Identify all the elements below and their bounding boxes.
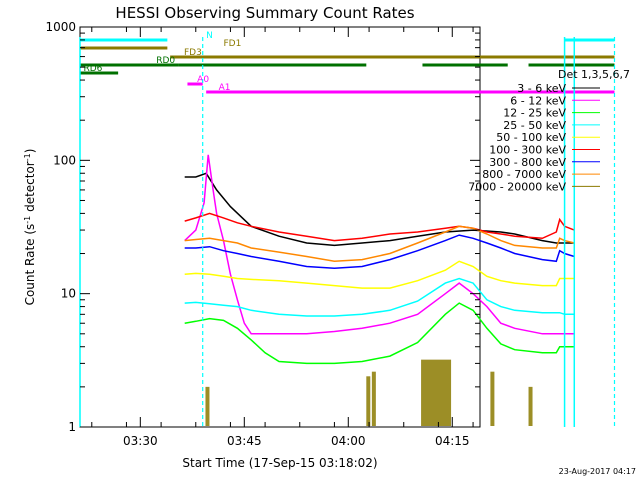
series-line bbox=[184, 225, 575, 263]
high-energy-block bbox=[205, 386, 210, 426]
x-axis-label: Start Time (17-Sep-15 03:18:02) bbox=[182, 456, 377, 470]
y-axis-label: Count Rate (s-1 detector-1) bbox=[23, 149, 38, 306]
footer-timestamp: 23-Aug-2017 04:17 bbox=[559, 467, 636, 476]
x-tick-label: 03:30 bbox=[123, 434, 158, 448]
y-tick-label: 1 bbox=[68, 420, 76, 434]
legend-entry-label: 100 - 300 keV bbox=[489, 144, 566, 157]
legend-entry-label: 3 - 6 keV bbox=[517, 82, 566, 95]
x-axis-ticks: 03:30 03:45 04:00 04:15 bbox=[91, 27, 474, 448]
x-tick-label: 04:15 bbox=[435, 434, 470, 448]
chart-title: HESSI Observing Summary Count Rates bbox=[115, 4, 414, 22]
y-axis-label-mid: detector bbox=[23, 161, 37, 216]
legend-entry-label: 25 - 50 keV bbox=[503, 119, 566, 132]
time-markers bbox=[79, 37, 616, 427]
series-layer bbox=[184, 154, 575, 426]
high-energy-block bbox=[528, 386, 533, 426]
y-axis-ticks: 1 10 100 1000 bbox=[45, 20, 480, 434]
flag-label: N bbox=[206, 31, 213, 41]
legend-entry-label: 800 - 7000 keV bbox=[482, 168, 566, 181]
flag-label: FD3 bbox=[184, 48, 202, 58]
series-line bbox=[184, 234, 575, 270]
legend-entry-label: 6 - 12 keV bbox=[510, 94, 566, 107]
y-axis-label-main: Count Rate (s bbox=[23, 224, 37, 306]
y-tick-label: 100 bbox=[53, 153, 76, 167]
high-energy-block bbox=[490, 371, 495, 426]
series-line bbox=[184, 154, 575, 335]
legend-entry-label: 12 - 25 keV bbox=[503, 107, 566, 120]
series-line bbox=[184, 172, 575, 247]
legend-entry-label: 7000 - 20000 keV bbox=[468, 180, 566, 193]
series-line bbox=[184, 277, 575, 317]
legend-entry-label: 300 - 800 keV bbox=[489, 156, 566, 169]
series-line bbox=[184, 212, 575, 242]
y-axis-label-sup2: -1 bbox=[23, 153, 32, 161]
legend-title: Det 1,3,5,6,7 bbox=[558, 68, 630, 81]
high-energy-block bbox=[371, 371, 376, 426]
legend-entry-label: 50 - 100 keV bbox=[496, 131, 566, 144]
flag-label: A1 bbox=[219, 83, 231, 93]
high-energy-block bbox=[366, 376, 371, 426]
y-tick-label: 1000 bbox=[45, 20, 76, 34]
y-axis-label-end: ) bbox=[23, 149, 37, 154]
series-line bbox=[184, 302, 575, 365]
y-tick-label: 10 bbox=[61, 287, 76, 301]
attenuator-flags: NFD1FD3RD0RD6A0A1 bbox=[80, 31, 615, 94]
high-energy-block bbox=[421, 359, 452, 426]
series-line bbox=[184, 260, 575, 289]
flag-label: FD1 bbox=[224, 39, 242, 49]
flag-label: RD6 bbox=[83, 64, 102, 74]
flag-label: RD0 bbox=[156, 56, 175, 66]
y-axis-label-sup1: -1 bbox=[23, 216, 32, 224]
x-tick-label: 03:45 bbox=[227, 434, 262, 448]
x-tick-label: 04:00 bbox=[331, 434, 366, 448]
